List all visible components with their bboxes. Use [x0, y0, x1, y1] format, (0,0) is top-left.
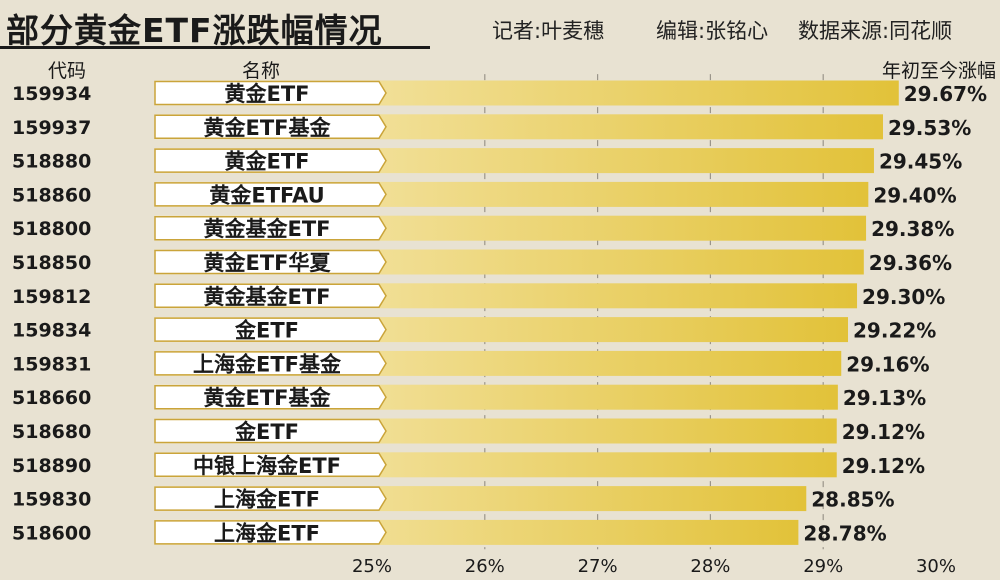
value-label: 29.40%	[873, 183, 956, 207]
row-code: 518850	[12, 252, 91, 274]
row-code: 518860	[12, 184, 91, 206]
name-box	[154, 418, 387, 444]
row-code: 159834	[12, 320, 91, 342]
row-code: 518660	[12, 387, 91, 409]
page-title: 部分黄金ETF涨跌幅情况	[6, 11, 383, 50]
source-credit: 数据来源:同花顺	[798, 19, 953, 43]
value-label: 29.53%	[888, 116, 971, 140]
name-box	[154, 249, 387, 275]
row-name: 黄金ETF	[224, 82, 309, 106]
row-code: 518680	[12, 421, 91, 443]
row-code: 518600	[12, 522, 91, 544]
name-box	[154, 486, 387, 511]
row-name: 金ETF	[234, 319, 299, 343]
column-header-change: 年初至今涨幅	[881, 60, 996, 82]
row-code: 518800	[12, 218, 91, 240]
x-tick-label: 30%	[916, 556, 956, 577]
value-label: 29.13%	[843, 386, 926, 410]
name-box	[154, 148, 387, 173]
row-code: 159934	[12, 83, 91, 105]
row-name: 金ETF	[234, 420, 299, 444]
value-label: 29.12%	[842, 420, 925, 444]
value-label: 29.22%	[853, 319, 936, 343]
row-name: 上海金ETF	[214, 521, 320, 545]
row-name: 黄金基金ETF	[203, 285, 330, 309]
row-code: 518880	[12, 151, 91, 173]
x-axis-ticks: 25% 26% 27% 28% 29% 30%	[352, 556, 956, 577]
row-name: 黄金ETFAU	[209, 183, 324, 207]
name-box	[154, 283, 387, 309]
row-code: 518890	[12, 455, 91, 477]
value-label: 29.30%	[862, 285, 945, 309]
row-name: 黄金ETF基金	[203, 386, 331, 410]
row-code: 159831	[12, 353, 91, 375]
x-tick-label: 29%	[803, 556, 843, 577]
row-name: 中银上海金ETF	[193, 454, 341, 478]
name-box	[154, 317, 387, 342]
row-code: 159812	[12, 286, 91, 308]
row-name: 黄金ETF华夏	[203, 251, 331, 275]
x-tick-label: 25%	[352, 556, 392, 577]
row-name: 黄金ETF	[224, 150, 309, 174]
x-tick-label: 28%	[690, 556, 730, 577]
column-header-code: 代码	[48, 60, 87, 82]
name-box	[154, 384, 387, 410]
name-box	[154, 520, 387, 545]
name-box	[154, 351, 387, 376]
value-label: 28.78%	[803, 521, 886, 545]
value-label: 29.36%	[869, 251, 952, 275]
row-name: 上海金ETF基金	[193, 352, 342, 376]
value-label: 29.45%	[879, 150, 962, 174]
value-label: 29.67%	[904, 82, 987, 106]
value-label: 29.16%	[846, 352, 929, 376]
row-code: 159937	[12, 117, 91, 139]
title-underline	[0, 46, 430, 49]
value-label: 29.38%	[871, 217, 954, 241]
name-box	[154, 452, 387, 478]
title-bar: 部分黄金ETF涨跌幅情况 记者:叶麦穗 编辑:张铭心 数据来源:同花顺	[0, 0, 1000, 50]
column-header-name: 名称	[242, 60, 281, 82]
row-code: 159830	[12, 489, 91, 511]
value-label: 29.12%	[842, 454, 925, 478]
x-tick-label: 26%	[465, 556, 505, 577]
name-box	[154, 80, 387, 106]
x-tick-label: 27%	[578, 556, 618, 577]
name-box	[154, 114, 387, 140]
row-name: 上海金ETF	[214, 488, 320, 512]
reporter-credit: 记者:叶麦穗	[492, 19, 605, 43]
row-labels: 159934 黄金ETF 29.67% 159937 黄金ETF基金 29.53% 5188…	[12, 80, 987, 545]
row-name: 黄金基金ETF	[203, 217, 330, 241]
bars	[155, 80, 899, 545]
name-box	[154, 182, 387, 207]
value-label: 28.85%	[811, 488, 894, 512]
editor-credit: 编辑:张铭心	[656, 19, 769, 43]
name-box	[154, 215, 387, 241]
row-name: 黄金ETF基金	[203, 116, 331, 140]
grid-lines	[484, 74, 824, 550]
